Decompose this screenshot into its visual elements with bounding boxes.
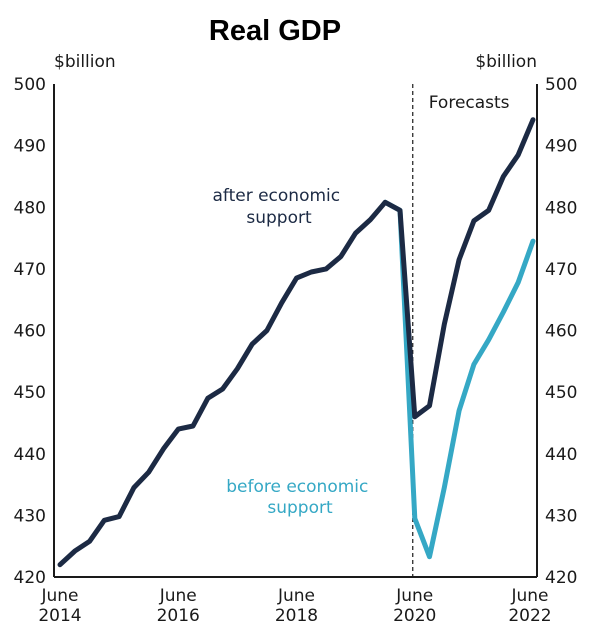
left-axis-unit: $billion bbox=[54, 52, 116, 72]
chart-title: Real GDP bbox=[209, 15, 341, 47]
after-support-label: after economic support bbox=[212, 186, 345, 228]
y-tick-left-2: 440 bbox=[14, 445, 46, 465]
before-support-label-line2: support bbox=[267, 498, 333, 518]
y-tick-right-0: 420 bbox=[545, 568, 577, 588]
right-axis-unit: $billion bbox=[475, 52, 537, 72]
y-tick-right-5: 470 bbox=[545, 260, 577, 280]
y-tick-right-6: 480 bbox=[545, 198, 577, 218]
y-tick-right-7: 490 bbox=[545, 137, 577, 157]
after-support-label-line2: support bbox=[246, 208, 312, 228]
y-tick-left-5: 470 bbox=[14, 260, 46, 280]
x-tick-month-1: June bbox=[159, 586, 197, 606]
y-tick-right-3: 450 bbox=[545, 383, 577, 403]
x-tick-month-0: June bbox=[40, 586, 78, 606]
series-layer bbox=[57, 117, 536, 568]
x-tick-month-4: June bbox=[510, 586, 548, 606]
y-tick-right-8: 500 bbox=[545, 75, 577, 95]
y-tick-right-4: 460 bbox=[545, 322, 577, 342]
x-tick-year-2: 2018 bbox=[275, 606, 318, 626]
x-tick-month-2: June bbox=[277, 586, 315, 606]
y-tick-right-2: 440 bbox=[545, 445, 577, 465]
y-tick-left-0: 420 bbox=[14, 568, 46, 588]
y-tick-right-1: 430 bbox=[545, 506, 577, 526]
before-support-label-line1: before economic bbox=[226, 477, 368, 497]
y-tick-left-6: 480 bbox=[14, 198, 46, 218]
x-tick-year-4: 2022 bbox=[508, 606, 551, 626]
series-line-after-support bbox=[57, 117, 536, 568]
x-tick-year-3: 2020 bbox=[393, 606, 436, 626]
y-tick-left-1: 430 bbox=[14, 506, 46, 526]
before-support-label: before economic support bbox=[226, 477, 374, 518]
y-ticks: 420 420 430 430 440 440 450 450 460 460 470 470 480 4… bbox=[14, 75, 578, 588]
y-tick-left-4: 460 bbox=[14, 322, 46, 342]
series-line-before-support bbox=[382, 199, 536, 560]
x-tick-year-0: 2014 bbox=[38, 606, 81, 626]
y-tick-left-3: 450 bbox=[14, 383, 46, 403]
y-tick-left-7: 490 bbox=[14, 137, 46, 157]
forecast-label: Forecasts bbox=[429, 93, 510, 113]
y-tick-left-8: 500 bbox=[14, 75, 46, 95]
x-tick-month-3: June bbox=[395, 586, 433, 606]
after-support-label-line1: after economic bbox=[212, 186, 340, 206]
x-tick-year-1: 2016 bbox=[157, 606, 200, 626]
